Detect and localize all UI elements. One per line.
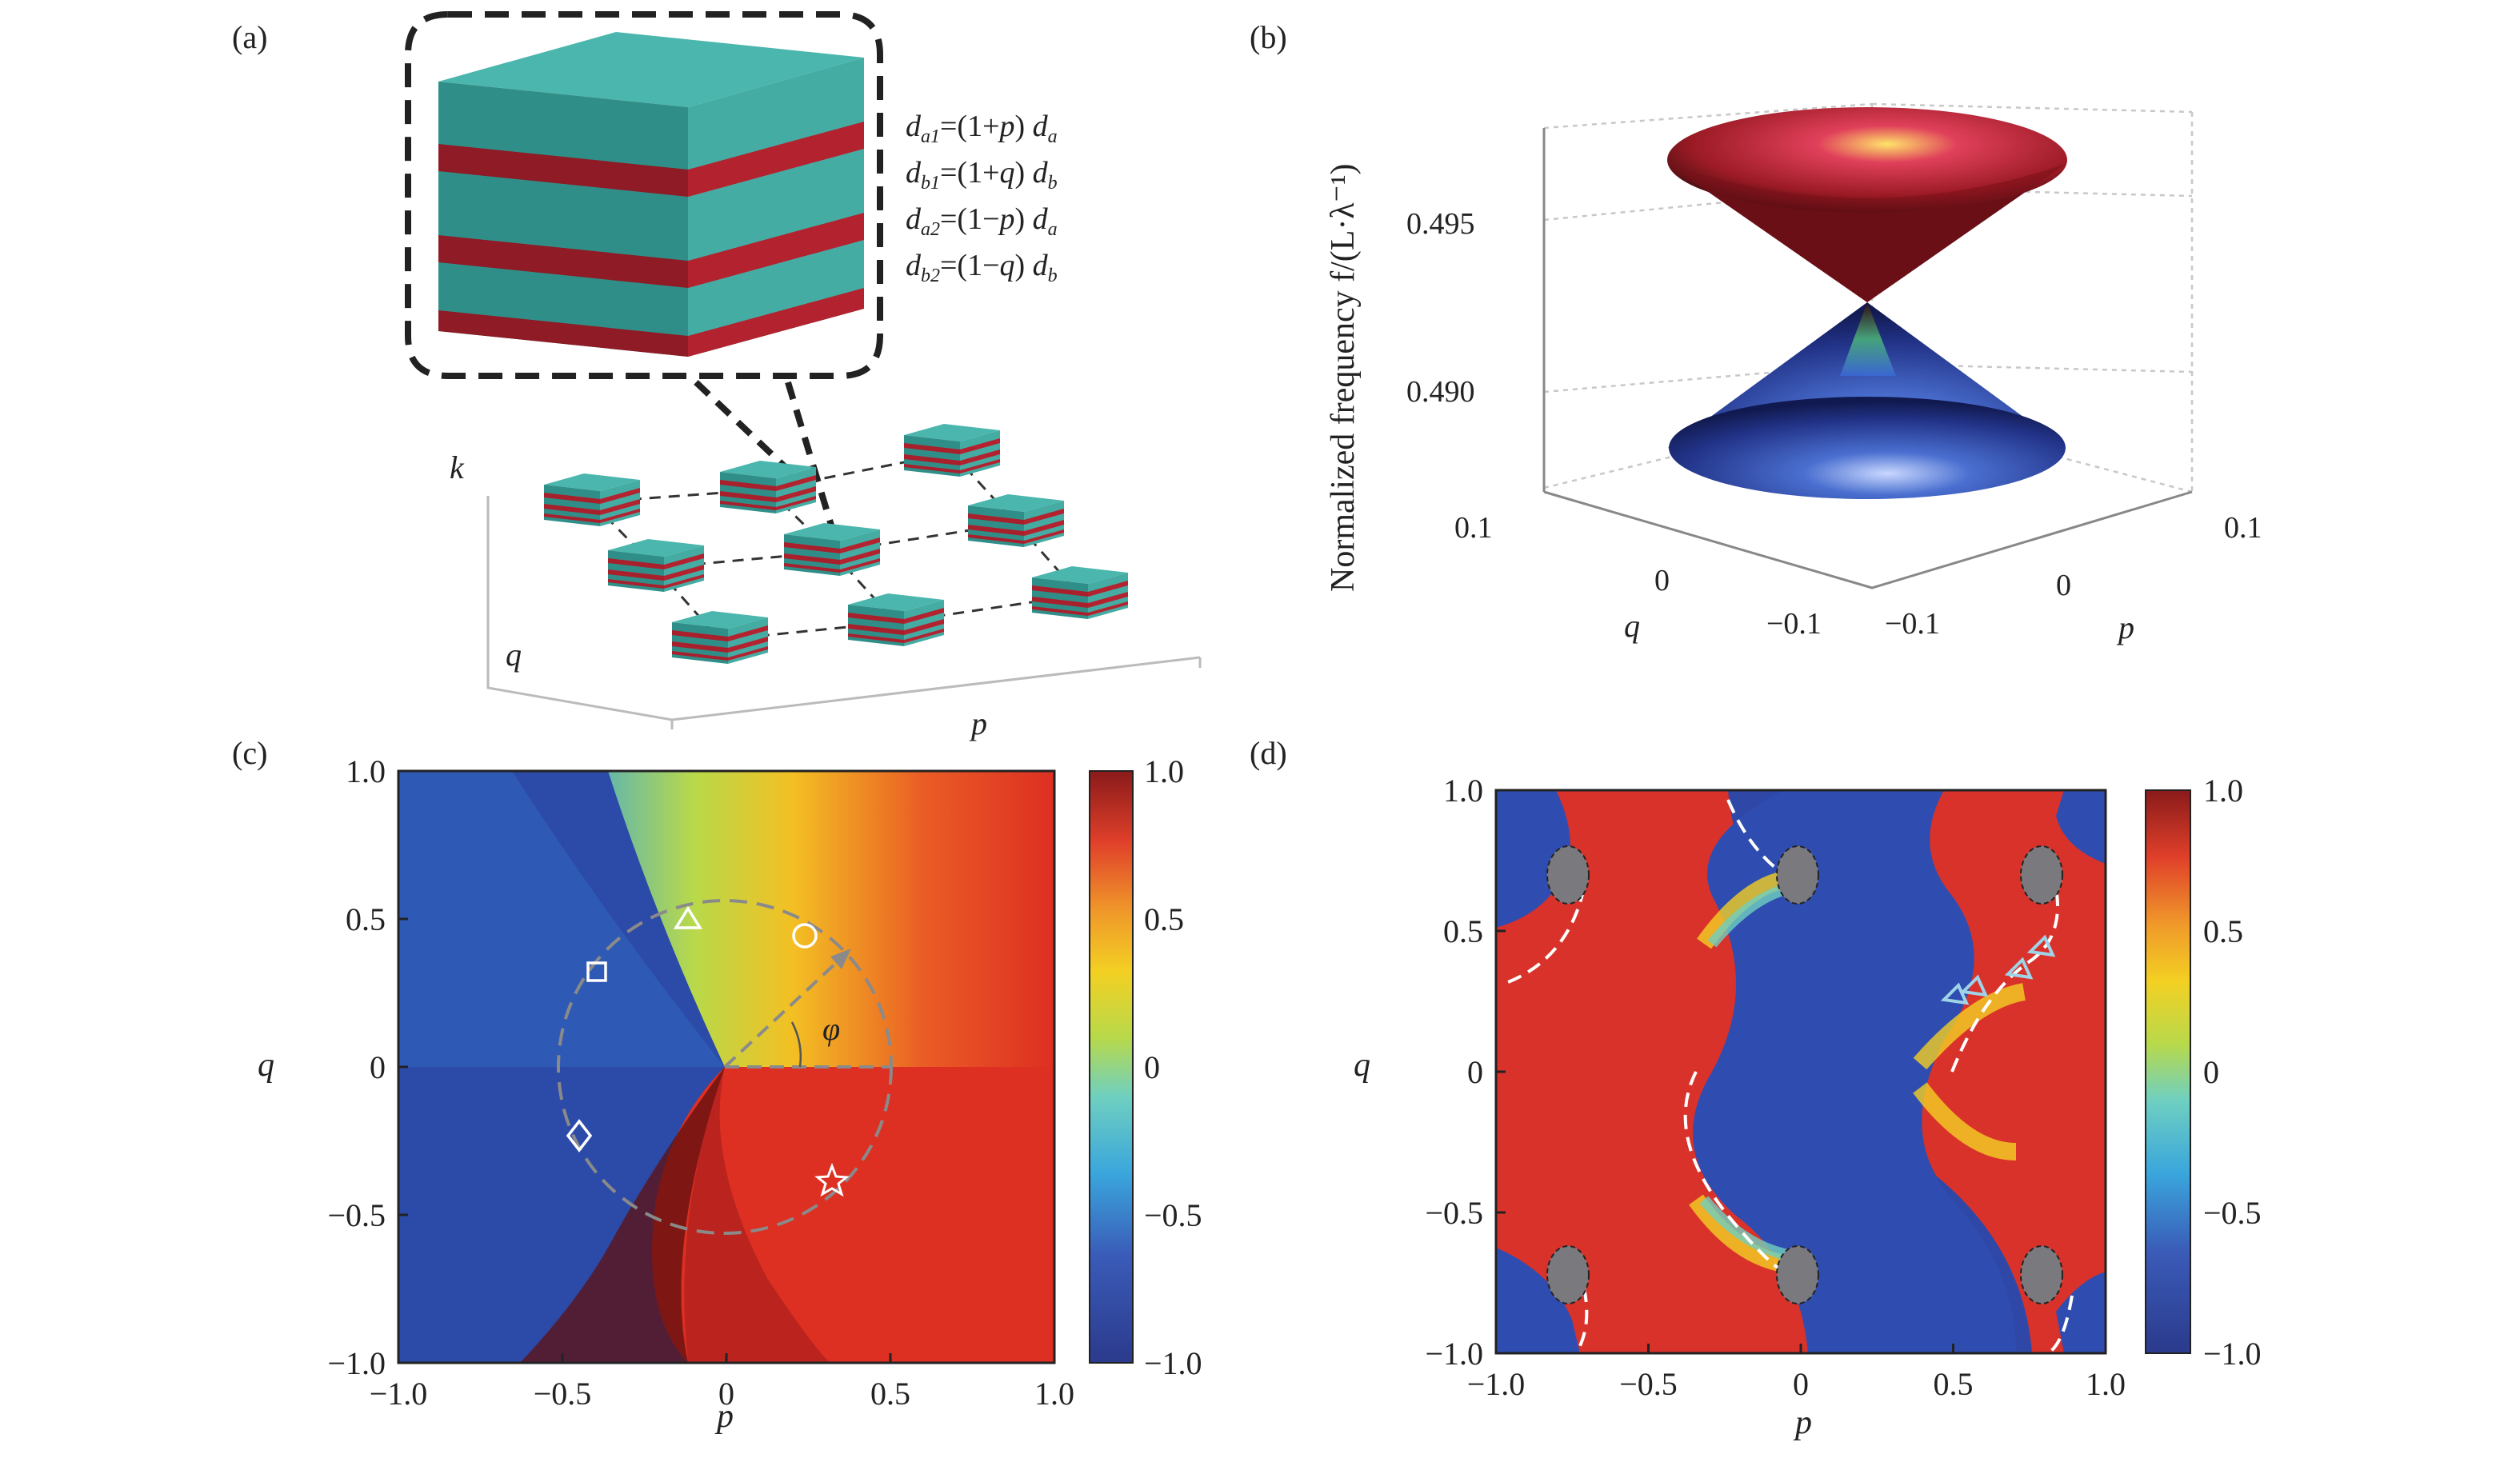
- lattice-cube: [784, 523, 880, 576]
- x-tick-label: 1.0: [2086, 1366, 2126, 1402]
- parameter-space-axes: [486, 496, 1202, 729]
- x-tick-label: −1.0: [1467, 1366, 1526, 1402]
- panel-b: (b) Normalized frequency f/(L·λ⁻¹): [1250, 19, 2262, 645]
- layer-equations: da1=(1+p) da db1=(1+q) db da2=(1−p) da d…: [906, 110, 1058, 286]
- marker-circle: [792, 923, 818, 949]
- panel-a: (a) da1=(1+p) da db1=(1+q) db da2=(1−p) …: [232, 11, 1202, 741]
- panel-b-label: (b): [1250, 19, 1287, 55]
- x-tick-label: −0.5: [1619, 1366, 1678, 1402]
- colorbar-tick-label: −0.5: [2203, 1195, 2262, 1231]
- panel-c: (c) φ −1.0 −0.5 0 0.5 1.01.: [232, 735, 1202, 1435]
- phi-label: φ: [822, 1011, 840, 1047]
- lattice-cube: [848, 593, 944, 646]
- zoom-leader-left: [694, 380, 794, 476]
- phi-vector: [723, 950, 850, 1069]
- colorbar-tick-label: −0.5: [1144, 1197, 1202, 1233]
- panel-c-heatmap: [398, 771, 1054, 1363]
- x-tick-label: 1.0: [1034, 1376, 1074, 1412]
- marker-triangle: [673, 905, 703, 929]
- equation-da2: da2=(1−p) da: [906, 202, 1058, 240]
- lattice-cube: [544, 473, 640, 526]
- lattice-cube: [904, 424, 1000, 477]
- panel-d-heatmap: [1496, 790, 2106, 1353]
- p-tick-1: 0: [2056, 569, 2071, 602]
- q-tick-1: 0: [1654, 564, 1670, 597]
- x-tick-label: 0: [1793, 1366, 1809, 1402]
- q-axis-label: q: [1624, 608, 1640, 644]
- panel-d-colorbar-ticks: 1.0 0.5 0 −0.5 −1.0: [2203, 773, 2262, 1372]
- y-tick-label: −0.5: [1425, 1195, 1483, 1231]
- equation-da1: da1=(1+p) da: [906, 110, 1058, 147]
- y-tick-label: 0.5: [1443, 913, 1483, 949]
- x-tick-label: 0.5: [1934, 1366, 1974, 1402]
- y-tick-label: 0.5: [346, 901, 386, 937]
- colorbar-tick-label: 0: [2203, 1054, 2219, 1090]
- dirac-cone: [1667, 107, 2067, 499]
- upper-cone-top: [1667, 107, 2067, 213]
- panel-d-ticks: −1.0 −0.5 0 0.5 1.0 1.0 0.5 0 −0.5 −1.0: [1425, 773, 2126, 1402]
- axis-p-label: p: [969, 705, 987, 741]
- lattice-cube: [1032, 566, 1128, 619]
- colorbar-tick-label: −1.0: [2203, 1336, 2262, 1372]
- equation-db1: db1=(1+q) db: [906, 156, 1058, 194]
- p-tick-0: −0.1: [1885, 607, 1940, 641]
- layered-block: [438, 32, 864, 357]
- p-tick-2: 0.1: [2224, 511, 2262, 545]
- colorbar-tick-label: 0.5: [2203, 913, 2243, 949]
- panel-c-colorbar: [1089, 770, 1134, 1364]
- lattice-cubes: [544, 424, 1128, 664]
- x-tick-label: 0.5: [870, 1376, 910, 1412]
- colorbar-tick-label: 0.5: [1144, 901, 1184, 937]
- y-tick-label: 0: [1467, 1054, 1483, 1090]
- equation-db2: db2=(1−q) db: [906, 249, 1058, 286]
- marker-diamond: [566, 1119, 593, 1152]
- colorbar-tick-label: −1.0: [1144, 1345, 1202, 1381]
- zoom-frame: [405, 11, 883, 379]
- panel-d: (d): [1250, 735, 2262, 1441]
- axis-k-label: k: [450, 449, 465, 485]
- panel-c-ticks: −1.0 −0.5 0 0.5 1.0 1.0 0.5 0 −0.5 −1.0: [327, 753, 1074, 1412]
- zaxis-tick-0495: 0.495: [1406, 207, 1475, 241]
- lower-cone-base: [1669, 397, 2066, 499]
- y-tick-label: −0.5: [327, 1197, 386, 1233]
- lattice-cube: [608, 539, 704, 592]
- panel-d-label: (d): [1250, 735, 1287, 771]
- y-tick-label: 0: [370, 1049, 386, 1085]
- panel-d-colorbar: [2145, 789, 2191, 1354]
- panel-a-label: (a): [232, 19, 267, 55]
- lattice-cube: [672, 611, 768, 664]
- panel-c-label: (c): [232, 735, 267, 771]
- panel-d-ylabel: q: [1354, 1047, 1370, 1084]
- y-tick-label: −1.0: [327, 1345, 386, 1381]
- axis-q-label: q: [506, 637, 522, 673]
- marker-square: [586, 961, 607, 982]
- colorbar-tick-label: 1.0: [2203, 773, 2243, 809]
- y-tick-label: 1.0: [346, 753, 386, 789]
- x-tick-label: −1.0: [370, 1376, 428, 1412]
- y-tick-label: −1.0: [1425, 1336, 1483, 1372]
- q-tick-2: −0.1: [1766, 607, 1822, 641]
- y-tick-label: 1.0: [1443, 773, 1483, 809]
- panel-b-ylabel: Normalized frequency f/(L·λ⁻¹): [1325, 163, 1362, 592]
- lattice-cube: [720, 461, 816, 513]
- marker-star: [814, 1162, 850, 1197]
- colorbar-tick-label: 0: [1144, 1049, 1160, 1085]
- panel-c-xlabel: p: [714, 1398, 734, 1435]
- x-tick-label: 0: [718, 1376, 734, 1412]
- panel-d-xlabel: p: [1793, 1404, 1812, 1441]
- gap-regions: [1546, 845, 2063, 1304]
- p-axis-label: p: [2116, 609, 2134, 645]
- panel-b-axes: [1542, 128, 2193, 589]
- zoom-leader-right: [785, 381, 835, 529]
- panel-c-colorbar-ticks: 1.0 0.5 0 −0.5 −1.0: [1144, 753, 1202, 1381]
- lattice-cube: [968, 494, 1064, 547]
- panel-c-ylabel: q: [258, 1047, 274, 1084]
- q-tick-0: 0.1: [1454, 511, 1493, 545]
- path-markers: [1940, 934, 2056, 1005]
- colorbar-tick-label: 1.0: [1144, 753, 1184, 789]
- x-tick-label: −0.5: [534, 1376, 592, 1412]
- zaxis-tick-0490: 0.490: [1406, 375, 1475, 409]
